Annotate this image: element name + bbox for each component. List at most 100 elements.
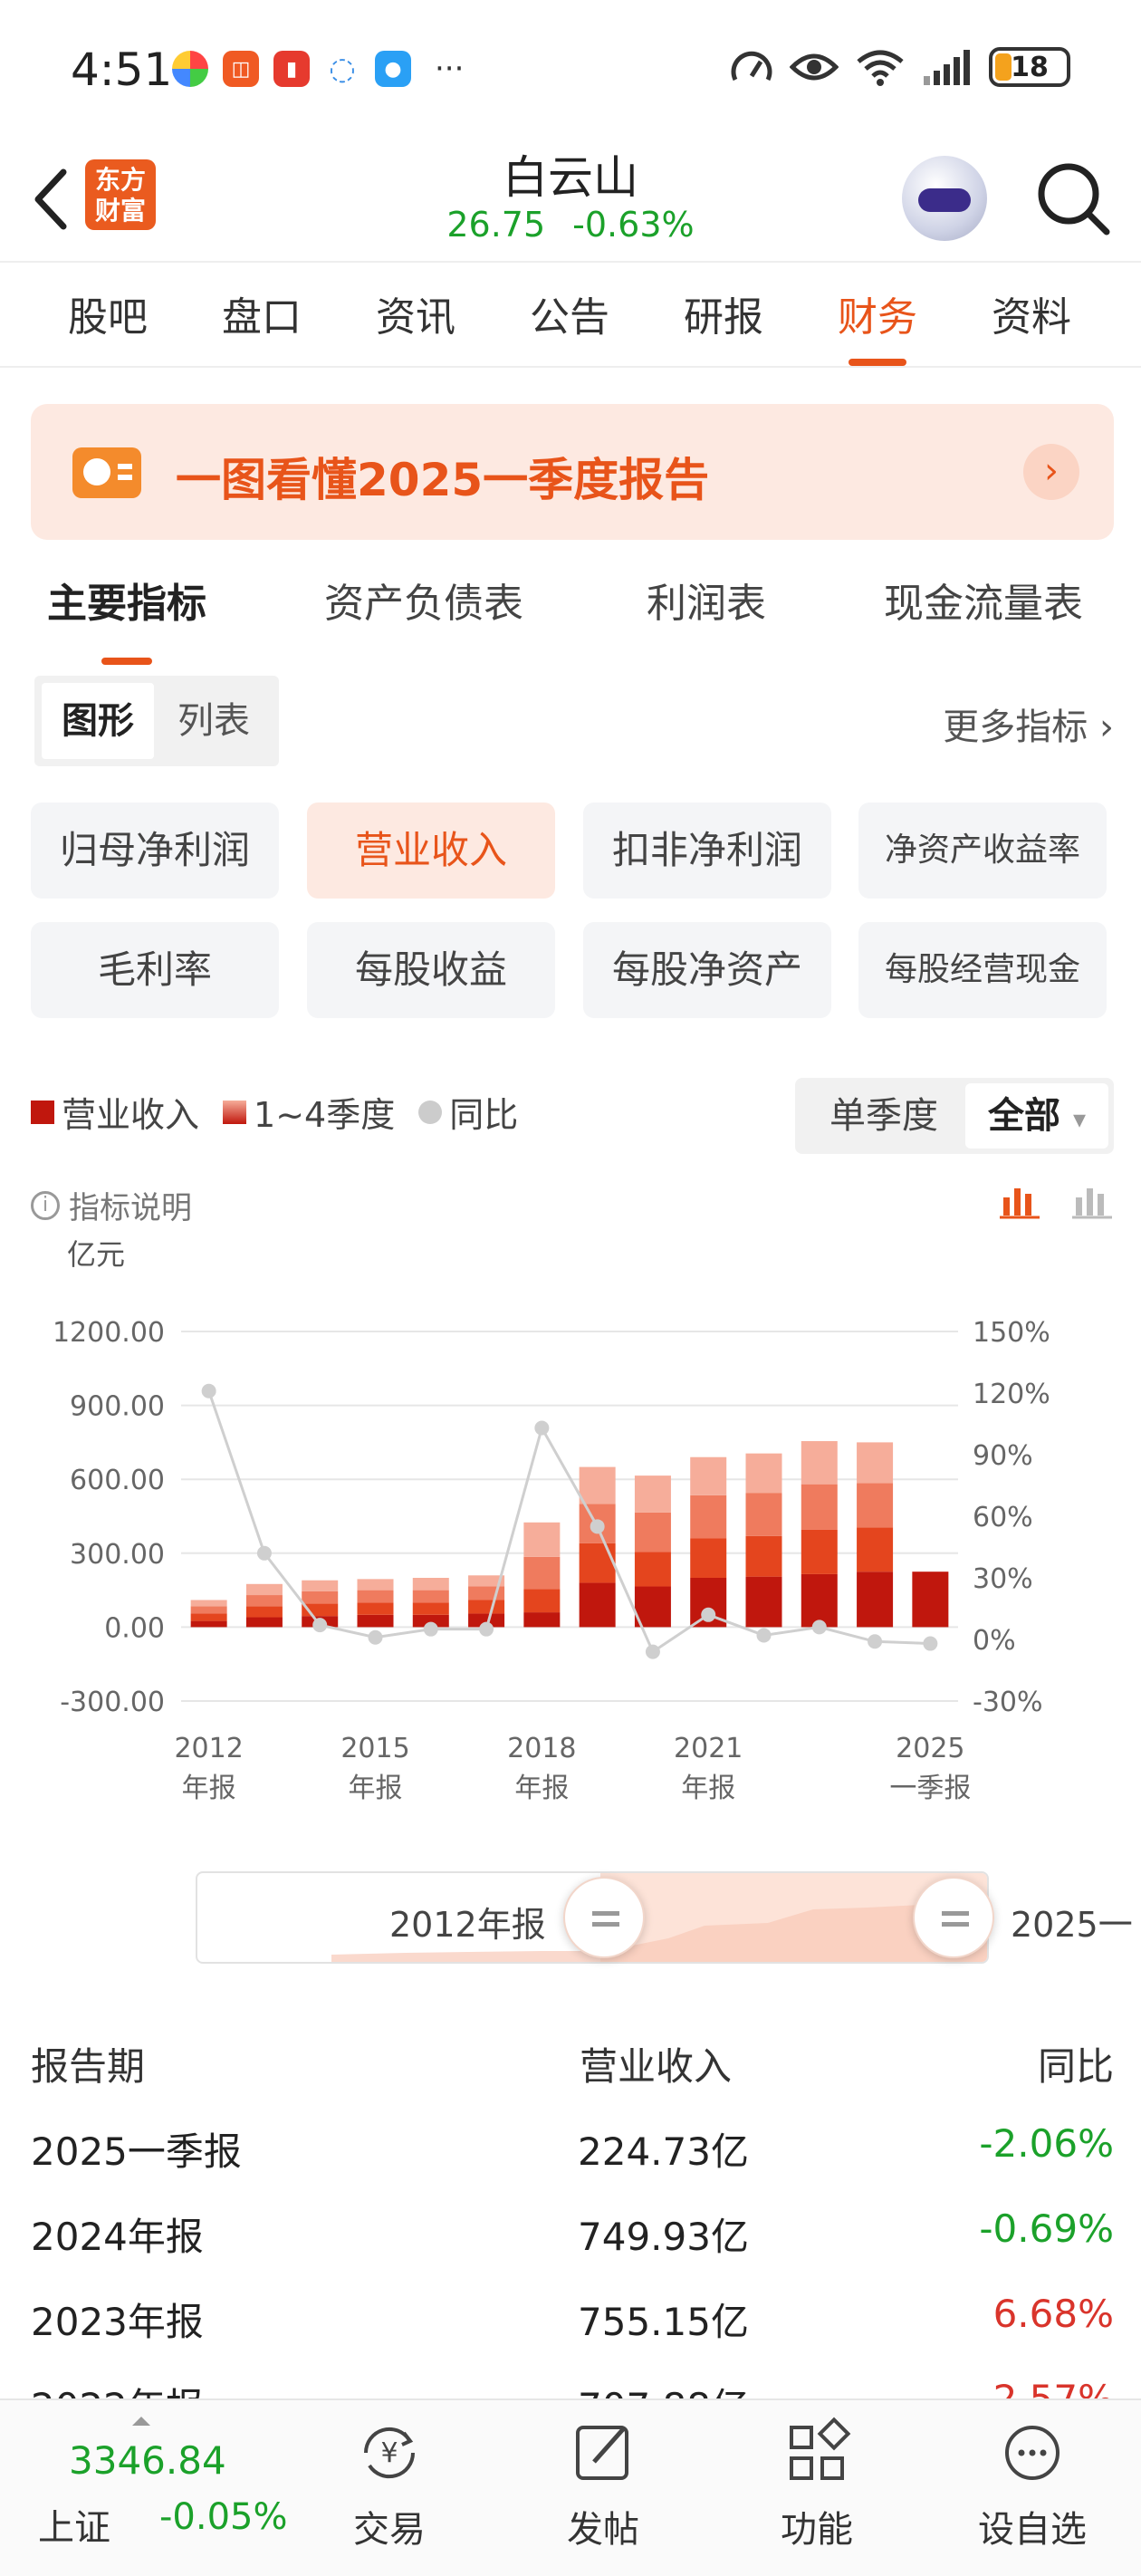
row-revenue: 224.73亿 xyxy=(578,2129,749,2174)
metric-eps[interactable]: 每股收益 xyxy=(307,922,555,1018)
index-value[interactable]: 3346.84 xyxy=(69,2438,226,2483)
stock-quote: 26.75 -0.63% xyxy=(0,205,1141,245)
robot-assistant-icon[interactable] xyxy=(902,156,987,241)
tab-cash-flow[interactable]: 现金流量表 xyxy=(884,581,1083,627)
tab-announcements[interactable]: 公告 xyxy=(530,294,609,341)
info-icon: i xyxy=(31,1190,60,1220)
bar-segment xyxy=(245,1617,283,1628)
main-tabs: 股吧 盘口 资讯 公告 研报 财务 资料 xyxy=(0,264,1141,368)
legend-revenue: 营业收入 xyxy=(31,1087,199,1137)
y2-tick-label: 60% xyxy=(973,1502,1033,1533)
x-tick-year: 2015 xyxy=(340,1733,409,1764)
tab-key-metrics[interactable]: 主要指标 xyxy=(47,571,206,629)
y2-tick-label: -30% xyxy=(973,1687,1043,1718)
legend-quarters: 1~4季度 xyxy=(223,1087,395,1137)
report-banner[interactable]: 一图看懂2025一季度报告 › xyxy=(31,404,1114,540)
range-start-label: 2012年报 xyxy=(389,1905,546,1945)
finance-sub-tabs: 主要指标 资产负债表 利润表 现金流量表 xyxy=(0,571,1141,661)
table-row[interactable]: 2024年报 749.93亿 -0.69% xyxy=(0,2206,1141,2292)
tab-research[interactable]: 研报 xyxy=(684,294,763,341)
table-row[interactable]: 2023年报 755.15亿 6.68% xyxy=(0,2292,1141,2377)
period-toggle: 单季度 全部 ▾ xyxy=(795,1078,1114,1154)
bar-segment xyxy=(190,1613,227,1621)
bar-segment xyxy=(468,1613,505,1628)
metric-explanation[interactable]: i 指标说明 xyxy=(31,1183,192,1227)
row-period: 2025一季报 xyxy=(31,2129,242,2174)
tab-guba[interactable]: 股吧 xyxy=(68,294,148,341)
speedometer-icon xyxy=(731,51,772,82)
nav-add-watchlist[interactable]: 设自选 xyxy=(960,2417,1105,2552)
nav-functions[interactable]: 功能 xyxy=(744,2417,889,2552)
search-icon[interactable] xyxy=(1032,158,1114,239)
index-change-pct[interactable]: -0.05% xyxy=(159,2496,288,2538)
metric-roe[interactable]: 净资产收益率 xyxy=(858,803,1107,899)
chart-bars xyxy=(190,1441,949,1628)
battery-icon: 18 xyxy=(989,47,1070,87)
x-tick-label: 年报 xyxy=(349,1773,403,1804)
header-revenue: 营业收入 xyxy=(580,2044,733,2089)
bar-segment xyxy=(468,1575,505,1587)
tab-pankou[interactable]: 盘口 xyxy=(222,294,302,341)
metric-adjusted-net-profit[interactable]: 扣非净利润 xyxy=(583,803,831,899)
bar-segment xyxy=(302,1580,339,1591)
x-axis-ticks: 2012 年报 2015 年报 2018 年报 2021 年报 2025 一季报 xyxy=(174,1733,971,1804)
yoy-point xyxy=(368,1629,383,1645)
bar-chart-icon[interactable] xyxy=(1072,1183,1112,1219)
bar-segment xyxy=(579,1543,616,1583)
range-end-handle[interactable] xyxy=(913,1877,994,1958)
metric-revenue[interactable]: 营业收入 xyxy=(307,803,555,899)
range-end-label: 2025一 xyxy=(1011,1905,1133,1945)
more-notifications-icon: ··· xyxy=(435,51,465,87)
bar-segment xyxy=(412,1614,449,1628)
bar-segment xyxy=(412,1578,449,1591)
metric-net-profit[interactable]: 归母净利润 xyxy=(31,803,279,899)
bar-segment xyxy=(190,1606,227,1614)
pie-chart-icon xyxy=(72,447,141,498)
stock-price: 26.75 xyxy=(446,205,546,245)
yoy-polyline xyxy=(207,1390,931,1654)
row-period: 2023年报 xyxy=(31,2300,204,2344)
yoy-point xyxy=(312,1618,328,1633)
tab-news[interactable]: 资讯 xyxy=(376,294,455,341)
y-tick-label: 600.00 xyxy=(70,1465,165,1496)
bar-segment xyxy=(801,1441,838,1485)
metric-gross-margin[interactable]: 毛利率 xyxy=(31,922,279,1018)
x-tick-year: 2012 xyxy=(174,1733,243,1764)
list-view-option[interactable]: 列表 xyxy=(177,700,250,742)
back-arrow-icon[interactable] xyxy=(25,163,80,235)
bar-segment xyxy=(468,1586,505,1600)
tab-finance[interactable]: 财务 xyxy=(838,284,917,342)
tab-income-statement[interactable]: 利润表 xyxy=(647,581,766,627)
metric-bvps[interactable]: 每股净资产 xyxy=(583,922,831,1018)
index-name[interactable]: 上证 xyxy=(38,2507,110,2549)
y2-axis-ticks: 150% 120% 90% 60% 30% 0% -30% xyxy=(973,1317,1050,1718)
metric-operating-cash-per-share[interactable]: 每股经营现金 xyxy=(858,922,1107,1018)
table-row[interactable]: 2025一季报 224.73亿 -2.06% xyxy=(0,2121,1141,2206)
bar-segment xyxy=(468,1600,505,1614)
x-tick-label: 年报 xyxy=(681,1773,735,1804)
single-quarter-option[interactable]: 单季度 xyxy=(829,1095,938,1137)
all-periods-option[interactable]: 全部 ▾ xyxy=(965,1083,1108,1149)
bar-segment xyxy=(579,1582,616,1628)
range-start-handle[interactable] xyxy=(563,1877,645,1958)
tab-profile[interactable]: 资料 xyxy=(992,294,1071,341)
yoy-point xyxy=(645,1644,660,1659)
yoy-point xyxy=(201,1383,216,1399)
bar-segment xyxy=(523,1556,561,1590)
x-tick-year: 2025 xyxy=(896,1733,964,1764)
nav-post[interactable]: 发帖 xyxy=(531,2417,676,2552)
bar-segment xyxy=(357,1602,394,1615)
nav-trade[interactable]: ¥ 交易 xyxy=(317,2417,462,2552)
yoy-point xyxy=(590,1519,605,1534)
eastmoney-logo[interactable]: 东方 财富 xyxy=(85,159,156,230)
more-metrics-link[interactable]: 更多指标 › xyxy=(943,706,1114,748)
chart-view-option[interactable]: 图形 xyxy=(42,683,154,759)
stacked-bar-chart-icon[interactable] xyxy=(1000,1183,1040,1219)
status-bar: 4:51 ◫ ▮ ◌ ● ··· 18 xyxy=(0,0,1141,136)
view-toggle: 图形 列表 xyxy=(34,676,279,766)
row-period: 2024年报 xyxy=(31,2215,204,2259)
tab-balance-sheet[interactable]: 资产负债表 xyxy=(324,581,523,627)
revenue-chart[interactable]: 亿元 1200.00900.00600.00300.000.00-300.00 … xyxy=(0,1232,1141,1812)
bar-segment xyxy=(745,1453,782,1494)
bar-segment xyxy=(357,1579,394,1591)
